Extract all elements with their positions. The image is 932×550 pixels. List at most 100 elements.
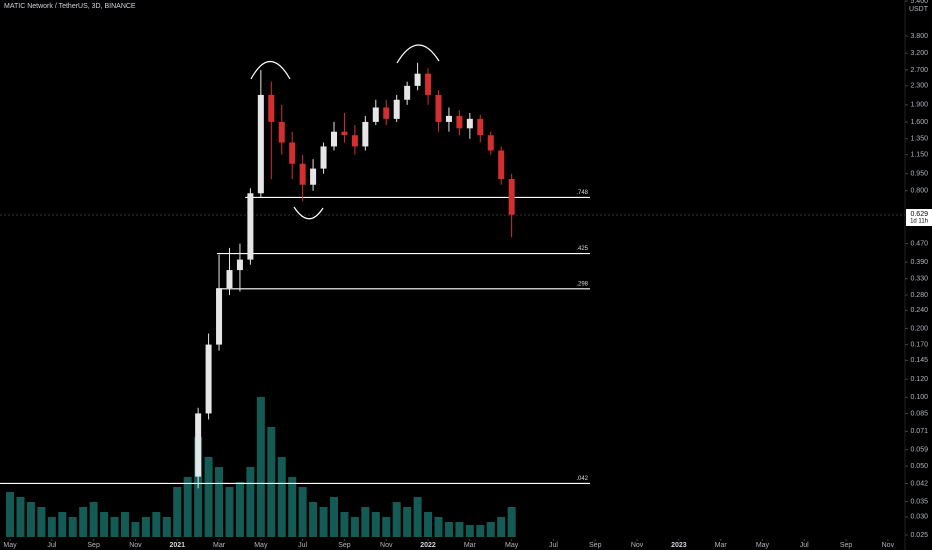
candle-body — [320, 146, 327, 169]
candle-body — [372, 107, 379, 122]
volume-bar — [329, 497, 338, 537]
x-tick-label: 2021 — [169, 542, 185, 549]
y-tick-label: 0.170 — [910, 341, 928, 348]
candle-body — [498, 150, 505, 180]
volume-bar — [350, 517, 359, 537]
volume-bar — [256, 397, 265, 537]
volume-bar — [37, 507, 46, 537]
x-tick-label: Sep — [589, 542, 602, 549]
candle-body — [435, 94, 442, 122]
x-tick-label: May — [505, 542, 519, 549]
y-tick-label: 1.600 — [910, 119, 928, 126]
candle-body — [247, 193, 254, 260]
volume-bar — [277, 457, 286, 537]
candle-body — [257, 94, 264, 194]
volume-bar — [413, 497, 422, 537]
y-tick-label: 0.035 — [910, 498, 928, 505]
y-tick-label: 0.330 — [910, 276, 928, 283]
volume-bar — [173, 487, 182, 537]
y-tick-label: 0.085 — [910, 410, 928, 417]
x-tick-label: Sep — [87, 542, 100, 549]
level-label: .425 — [576, 246, 588, 252]
level-label: .042 — [576, 476, 588, 482]
volume-bar — [403, 507, 412, 537]
y-tick-label: 0.200 — [910, 325, 928, 332]
volume-bar — [434, 517, 443, 537]
candle-body — [278, 121, 285, 143]
level-label: .298 — [576, 281, 588, 287]
x-tick-label: Jul — [298, 542, 307, 549]
volume-bar — [486, 522, 495, 537]
candle-body — [268, 94, 275, 122]
x-tick-label: May — [756, 542, 770, 549]
volume-bar — [110, 517, 119, 537]
candle-body — [404, 85, 411, 100]
x-tick-label: Nov — [380, 542, 393, 549]
y-tick-label: 1.900 — [910, 102, 928, 109]
candle-body — [299, 163, 306, 185]
x-tick-label: May — [3, 542, 17, 549]
arc-bottom — [293, 206, 324, 220]
y-tick-label: 0.145 — [910, 357, 928, 364]
y-tick-label: 1.150 — [910, 152, 928, 159]
chart-title: MATIC Network / TetherUS, 3D, BINANCE — [4, 3, 136, 10]
volume-bar — [141, 517, 150, 537]
arc-top-right — [396, 44, 440, 64]
x-tick-label: Mar — [464, 542, 477, 549]
y-tick-label: 3.800 — [910, 33, 928, 40]
volume-bar — [26, 502, 35, 537]
candle-body — [508, 179, 515, 215]
candle-body — [456, 115, 463, 129]
candle-body — [445, 115, 452, 122]
y-tick-label: 1.350 — [910, 136, 928, 143]
volume-bar — [100, 512, 109, 537]
volume-bar — [120, 512, 129, 537]
volume-bar — [288, 477, 297, 537]
volume-bar — [6, 492, 15, 537]
y-tick-label: 2.300 — [910, 83, 928, 90]
candle-body — [289, 142, 296, 164]
y-tick-label: 0.050 — [910, 463, 928, 470]
y-tick-label: 0.030 — [910, 514, 928, 521]
volume-bar — [444, 522, 453, 537]
volume-bar — [497, 517, 506, 537]
volume-bar — [476, 525, 485, 537]
volume-bar — [79, 507, 88, 537]
x-tick-label: Jul — [800, 542, 809, 549]
x-tick-label: Sep — [338, 542, 351, 549]
volume-bar — [215, 467, 224, 537]
volume-bar — [382, 517, 391, 537]
candle-body — [466, 118, 473, 129]
currency-label: USDT — [909, 6, 929, 13]
candle-body — [236, 259, 243, 271]
volume-bar — [455, 522, 464, 537]
x-tick-label: Mar — [213, 542, 226, 549]
y-tick-label: 0.100 — [910, 394, 928, 401]
y-tick-label: 0.470 — [910, 240, 928, 247]
annotations — [250, 44, 440, 220]
x-tick-label: Nov — [882, 542, 895, 549]
y-tick-label: 0.071 — [910, 428, 928, 435]
y-tick-label: 0.042 — [910, 480, 928, 487]
candle-body — [330, 131, 337, 147]
volume-bar — [465, 525, 474, 537]
arc-top-left — [250, 61, 291, 80]
candle-body — [383, 107, 390, 119]
volume-bar — [131, 522, 140, 537]
x-tick-label: May — [254, 542, 268, 549]
volume-bar — [183, 477, 192, 537]
volume-bar — [58, 512, 67, 537]
volume-bar — [47, 517, 56, 537]
volume-bar — [204, 457, 213, 537]
y-tick-label: 0.280 — [910, 292, 928, 299]
last-price: 0.629 — [910, 211, 928, 218]
candle-body — [477, 118, 484, 136]
volume-bar — [16, 497, 25, 537]
x-tick-label: Nov — [129, 542, 142, 549]
y-tick-label: 3.200 — [910, 50, 928, 57]
countdown: 1d 11h — [910, 219, 928, 225]
candle-body — [216, 288, 223, 345]
volume-bar — [340, 512, 349, 537]
